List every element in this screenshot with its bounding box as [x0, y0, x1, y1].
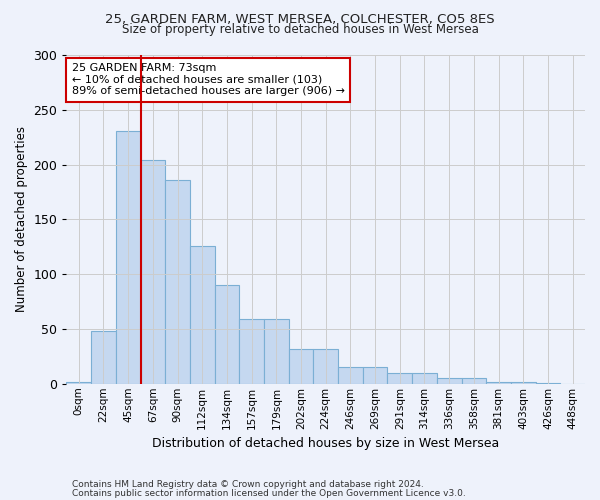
Bar	[388, 373, 412, 384]
Bar	[289, 348, 313, 384]
Bar	[486, 382, 511, 384]
Text: Size of property relative to detached houses in West Mersea: Size of property relative to detached ho…	[122, 22, 478, 36]
Text: 25 GARDEN FARM: 73sqm
← 10% of detached houses are smaller (103)
89% of semi-det: 25 GARDEN FARM: 73sqm ← 10% of detached …	[71, 63, 344, 96]
Bar	[412, 373, 437, 384]
Bar	[67, 382, 91, 384]
Bar	[116, 130, 140, 384]
Y-axis label: Number of detached properties: Number of detached properties	[15, 126, 28, 312]
Bar	[437, 378, 461, 384]
Bar	[511, 382, 536, 384]
Bar	[91, 331, 116, 384]
X-axis label: Distribution of detached houses by size in West Mersea: Distribution of detached houses by size …	[152, 437, 499, 450]
Bar	[338, 368, 363, 384]
Bar	[190, 246, 215, 384]
Bar	[140, 160, 165, 384]
Text: 25, GARDEN FARM, WEST MERSEA, COLCHESTER, CO5 8ES: 25, GARDEN FARM, WEST MERSEA, COLCHESTER…	[105, 12, 495, 26]
Bar	[215, 285, 239, 384]
Text: Contains HM Land Registry data © Crown copyright and database right 2024.: Contains HM Land Registry data © Crown c…	[72, 480, 424, 489]
Bar	[264, 319, 289, 384]
Bar	[239, 319, 264, 384]
Text: Contains public sector information licensed under the Open Government Licence v3: Contains public sector information licen…	[72, 489, 466, 498]
Bar	[536, 382, 560, 384]
Bar	[313, 348, 338, 384]
Bar	[363, 368, 388, 384]
Bar	[165, 180, 190, 384]
Bar	[461, 378, 486, 384]
